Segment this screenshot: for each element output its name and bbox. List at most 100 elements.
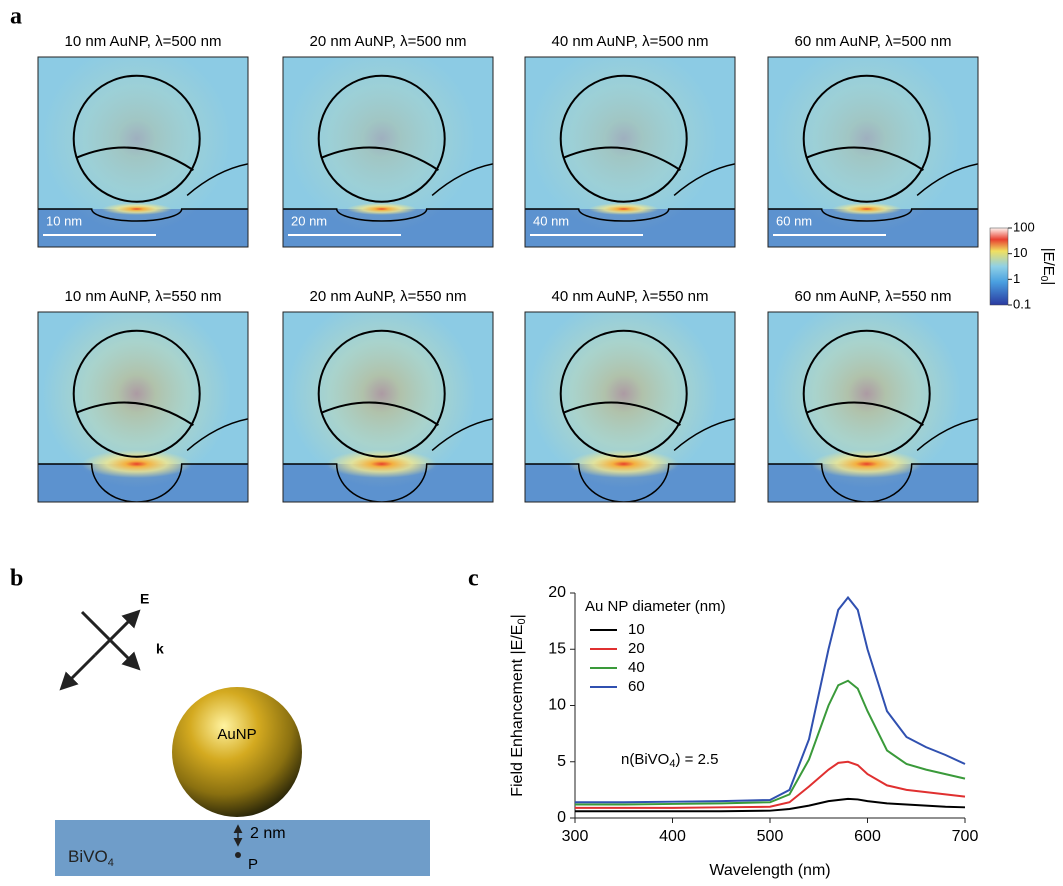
line bbox=[575, 679, 966, 806]
map-title: 40 nm AuNP, λ=500 nm bbox=[552, 33, 709, 50]
subscript: 0 bbox=[516, 618, 528, 624]
subscript: 4 bbox=[108, 857, 114, 869]
map-content bbox=[768, 57, 978, 247]
text: | bbox=[1040, 281, 1057, 285]
boundary bbox=[321, 146, 439, 172]
field-map bbox=[524, 56, 736, 248]
panel-label: a bbox=[10, 4, 22, 30]
x-tick-label: 400 bbox=[659, 828, 686, 845]
hot-spot bbox=[831, 203, 902, 215]
substrate-outline bbox=[768, 463, 978, 502]
field-map bbox=[767, 56, 979, 248]
y-tick-label: 0 bbox=[557, 809, 566, 826]
particle-outline bbox=[559, 329, 688, 458]
colorbar-label: |E/E0| bbox=[1038, 248, 1057, 286]
boundary bbox=[431, 163, 493, 196]
boundary bbox=[76, 146, 194, 172]
boundary bbox=[186, 418, 248, 451]
subscript: 4 bbox=[669, 758, 675, 770]
boundary bbox=[673, 418, 735, 451]
text: Field Enhancement |E/E bbox=[509, 625, 526, 797]
boundary bbox=[916, 418, 978, 451]
field-map bbox=[282, 56, 494, 248]
line bbox=[575, 595, 966, 804]
map-frame bbox=[767, 56, 979, 248]
scale-bar-label: 40 nm bbox=[533, 213, 569, 228]
boundary bbox=[76, 401, 194, 427]
field-map bbox=[524, 311, 736, 503]
panel-label: b bbox=[10, 566, 23, 592]
halo bbox=[772, 312, 962, 489]
map-frame bbox=[524, 311, 736, 503]
boundary bbox=[806, 401, 924, 427]
colorbar-tick-label: 100 bbox=[1013, 219, 1035, 234]
map-content bbox=[525, 312, 735, 502]
boundary bbox=[431, 418, 493, 451]
particle-outline bbox=[72, 329, 201, 458]
arrow bbox=[93, 609, 141, 657]
hot-spot bbox=[101, 203, 172, 215]
hot-spot bbox=[81, 450, 192, 478]
hot-spot bbox=[326, 450, 437, 478]
text: n(BiVO bbox=[621, 751, 669, 768]
y-tick-label: 10 bbox=[548, 697, 566, 714]
hot-spot bbox=[588, 203, 659, 215]
hot-spot bbox=[568, 450, 679, 478]
scale-bar-label: 20 nm bbox=[291, 213, 327, 228]
particle-outline bbox=[317, 329, 446, 458]
substrate-outline bbox=[283, 463, 493, 502]
hot-spot bbox=[811, 450, 922, 478]
map-content bbox=[768, 312, 978, 502]
halo bbox=[772, 57, 962, 234]
arrow bbox=[59, 653, 97, 691]
halo bbox=[529, 57, 719, 234]
x-tick-label: 300 bbox=[562, 828, 589, 845]
substrate-outline bbox=[525, 463, 735, 502]
boundary bbox=[321, 401, 439, 427]
halo bbox=[42, 57, 232, 234]
field-map bbox=[37, 311, 249, 503]
legend-label: 20 bbox=[628, 640, 645, 657]
gold-sphere bbox=[172, 687, 302, 817]
map-title: 20 nm AuNP, λ=550 nm bbox=[310, 288, 467, 305]
point bbox=[235, 852, 241, 858]
map-content bbox=[283, 312, 493, 502]
y-tick-label: 15 bbox=[548, 640, 566, 657]
y-tick-label: 20 bbox=[548, 584, 566, 601]
e-label: E bbox=[140, 591, 149, 607]
legend-label: 60 bbox=[628, 678, 645, 695]
substrate-outline bbox=[525, 208, 735, 222]
boundary bbox=[563, 401, 681, 427]
map-content bbox=[38, 312, 248, 502]
map-title: 60 nm AuNP, λ=550 nm bbox=[795, 288, 952, 305]
colorbar-tick-label: 0.1 bbox=[1013, 296, 1031, 311]
arrow bbox=[80, 610, 141, 671]
line bbox=[575, 797, 966, 813]
map-frame bbox=[282, 311, 494, 503]
point-label: P bbox=[248, 856, 258, 873]
annotation: n(BiVO4) = 2.5 bbox=[621, 751, 718, 770]
hot-spot bbox=[346, 203, 417, 215]
substrate bbox=[55, 820, 430, 876]
halo bbox=[287, 312, 477, 489]
x-tick-label: 500 bbox=[757, 828, 784, 845]
substrate-label: BiVO4 bbox=[68, 847, 114, 868]
legend-title: Au NP diameter (nm) bbox=[585, 598, 726, 615]
panel-b: E k AuNP BiVO4 2 nm P bbox=[55, 591, 430, 876]
map-content bbox=[525, 57, 735, 247]
substrate-outline bbox=[38, 208, 248, 222]
halo bbox=[42, 312, 232, 489]
x-tick-label: 600 bbox=[854, 828, 881, 845]
particle-outline bbox=[317, 74, 446, 203]
particle-outline bbox=[559, 74, 688, 203]
boundary bbox=[916, 163, 978, 196]
map-title: 10 nm AuNP, λ=550 nm bbox=[65, 288, 222, 305]
map-frame bbox=[37, 311, 249, 503]
y-axis-label: Field Enhancement |E/E0| bbox=[509, 614, 528, 797]
colorbar-tick-label: 10 bbox=[1013, 245, 1027, 260]
particle-outline bbox=[802, 74, 931, 203]
text: BiVO bbox=[68, 847, 108, 866]
boundary bbox=[806, 146, 924, 172]
map-title: 20 nm AuNP, λ=500 nm bbox=[310, 33, 467, 50]
